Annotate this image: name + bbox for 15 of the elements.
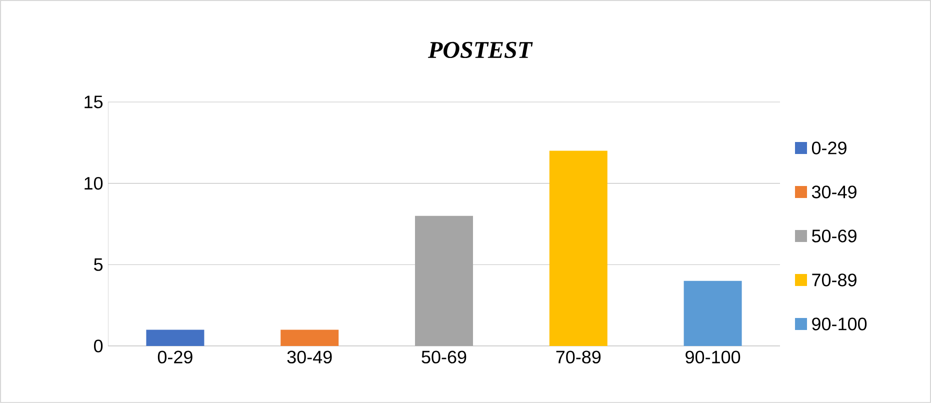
legend-label: 70-89: [812, 274, 856, 286]
x-tick-label: 90-100: [686, 350, 740, 364]
x-tick-label: 0-29: [158, 350, 192, 364]
legend-label: 0-29: [812, 142, 846, 154]
x-tick-label: 70-89: [556, 350, 601, 364]
y-tick-label: 5: [94, 258, 103, 271]
y-tick-label: 15: [84, 96, 103, 108]
legend-label: 90-100: [812, 318, 867, 330]
x-tick-label: 30-49: [287, 350, 332, 364]
legend-label: 50-69: [812, 230, 856, 242]
chart-title: POSTEST: [428, 42, 533, 58]
x-tick-label: 50-69: [422, 350, 466, 364]
y-tick-label: 10: [84, 176, 103, 190]
y-tick-label: 0: [94, 340, 103, 352]
legend-label: 30-49: [812, 186, 856, 198]
